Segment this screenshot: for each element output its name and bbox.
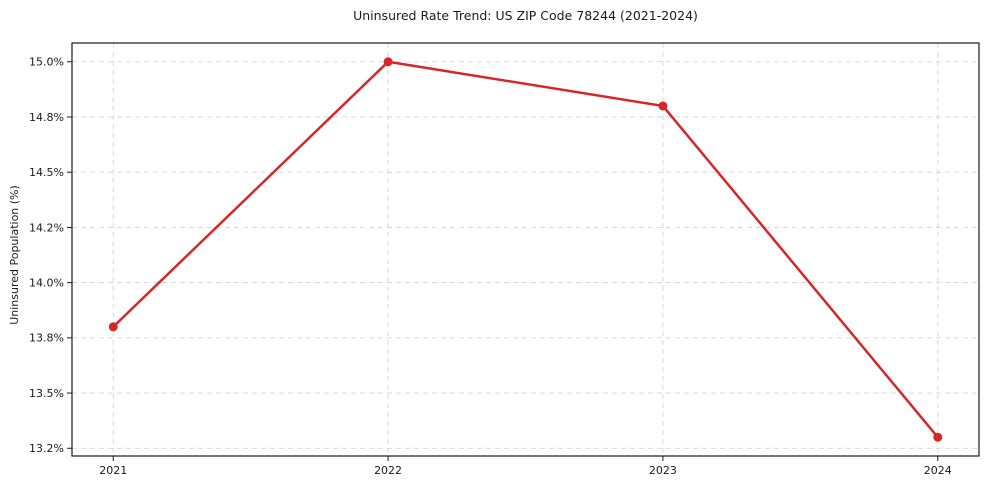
y-tick-label: 14.8%	[29, 111, 64, 124]
y-tick-label: 14.5%	[29, 166, 64, 179]
data-point-marker	[383, 57, 393, 67]
y-tick-label: 14.2%	[29, 221, 64, 234]
x-tick-label: 2024	[924, 464, 952, 477]
y-tick-label: 13.8%	[29, 332, 64, 345]
data-line	[111, 60, 940, 439]
x-tick-label: 2023	[649, 464, 677, 477]
x-tick-label: 2022	[374, 464, 402, 477]
y-tick-label: 13.5%	[29, 387, 64, 400]
data-point-marker	[108, 322, 118, 332]
y-tick-label: 14.0%	[29, 276, 64, 289]
data-point-marker	[658, 101, 668, 111]
data-point-marker	[933, 432, 943, 442]
y-tick-label: 15.0%	[29, 56, 64, 69]
y-tick-label: 13.2%	[29, 442, 64, 455]
plot-border	[71, 42, 980, 457]
x-tick-label: 2021	[99, 464, 127, 477]
chart-title: Uninsured Rate Trend: US ZIP Code 78244 …	[353, 8, 698, 23]
